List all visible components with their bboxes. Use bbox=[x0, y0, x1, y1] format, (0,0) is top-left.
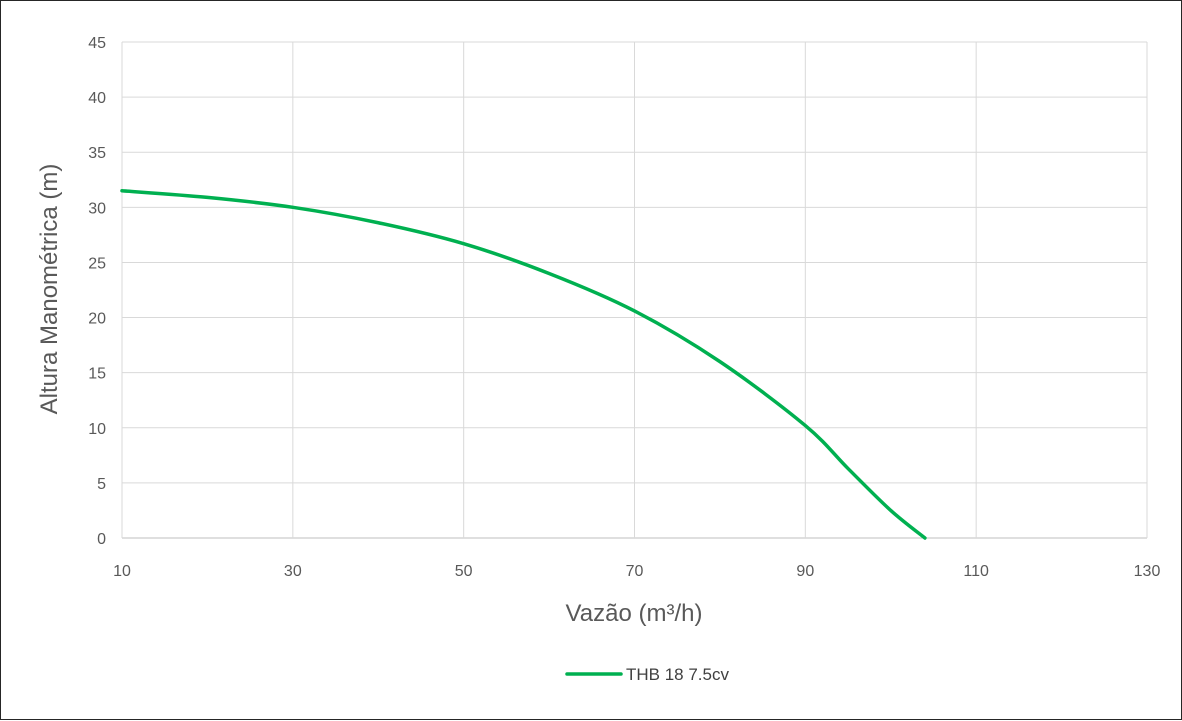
x-tick-labels: 10 30 50 70 90 110 130 bbox=[113, 563, 1160, 580]
y-tick-label: 25 bbox=[88, 255, 106, 272]
x-tick-label: 50 bbox=[455, 563, 473, 580]
x-axis-title: Vazão (m³/h) bbox=[566, 600, 703, 627]
y-axis-title: Altura Manométrica (m) bbox=[36, 164, 63, 415]
x-tick-label: 110 bbox=[963, 563, 989, 580]
x-tick-label: 10 bbox=[113, 563, 131, 580]
x-tick-label: 130 bbox=[1134, 563, 1161, 580]
series-lines bbox=[120, 189, 927, 540]
y-tick-label: 35 bbox=[88, 145, 106, 162]
x-tick-label: 90 bbox=[796, 563, 814, 580]
y-tick-labels: 0 5 10 15 20 25 30 35 40 45 bbox=[88, 35, 106, 548]
x-tick-label: 70 bbox=[626, 563, 644, 580]
series-line-0 bbox=[120, 189, 927, 540]
y-tick-label: 30 bbox=[88, 200, 106, 217]
y-tick-label: 45 bbox=[88, 35, 106, 52]
x-tick-label: 30 bbox=[284, 563, 302, 580]
legend: THB 18 7.5cv bbox=[565, 665, 729, 684]
y-tick-label: 5 bbox=[97, 476, 106, 493]
y-tick-label: 20 bbox=[88, 311, 106, 328]
gridlines bbox=[121, 41, 1148, 539]
y-tick-label: 15 bbox=[88, 366, 106, 383]
legend-label-thb-18: THB 18 7.5cv bbox=[626, 665, 729, 684]
y-tick-label: 40 bbox=[88, 90, 106, 107]
y-tick-label: 0 bbox=[97, 531, 106, 548]
y-tick-label: 10 bbox=[88, 421, 106, 438]
